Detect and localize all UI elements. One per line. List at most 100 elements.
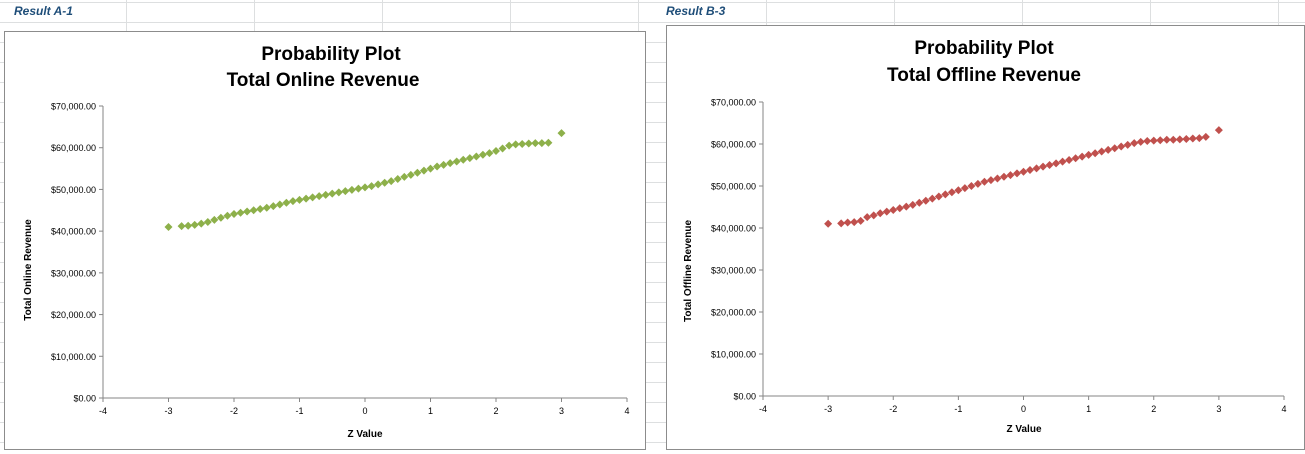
data-point	[856, 216, 865, 225]
data-point	[1136, 137, 1145, 146]
data-point	[465, 154, 474, 163]
data-point	[223, 211, 232, 220]
data-point	[505, 141, 514, 150]
y-tick-label: $20,000.00	[51, 310, 96, 320]
data-point	[164, 222, 173, 231]
data-point	[177, 222, 186, 231]
data-point	[315, 192, 324, 201]
data-point	[1058, 157, 1067, 166]
data-point	[459, 155, 468, 164]
y-tick-label: $70,000.00	[711, 98, 756, 108]
y-tick-label: $30,000.00	[711, 266, 756, 276]
data-point	[1123, 140, 1132, 149]
data-point	[837, 219, 846, 228]
data-point	[1149, 136, 1158, 145]
data-point	[419, 166, 428, 175]
y-tick-label: $30,000.00	[51, 268, 96, 278]
data-point	[928, 194, 937, 203]
data-point	[275, 200, 284, 209]
data-point	[478, 150, 487, 159]
x-tick-label: 0	[1021, 404, 1026, 414]
data-point	[1162, 135, 1171, 144]
data-point	[1006, 171, 1015, 180]
data-point	[882, 207, 891, 216]
data-point	[934, 192, 943, 201]
sheet-label-result-b: Result B-3	[666, 4, 726, 18]
data-point	[367, 182, 376, 191]
y-tick-label: $40,000.00	[711, 224, 756, 234]
data-point	[973, 179, 982, 188]
data-point	[302, 194, 311, 203]
x-tick-label: -4	[759, 404, 767, 414]
data-point	[1084, 150, 1093, 159]
data-point	[889, 205, 898, 214]
x-tick-label: 2	[493, 406, 498, 416]
data-point	[216, 213, 225, 222]
chart-title: Probability Plot	[261, 44, 401, 65]
probability-plot-offline: Probability Plot Total Offline Revenue Z…	[683, 38, 1287, 435]
data-point	[406, 170, 415, 179]
data-point	[361, 183, 369, 192]
data-point	[1032, 164, 1041, 173]
data-point	[1195, 134, 1204, 143]
x-tick-label: -3	[824, 404, 832, 414]
data-point	[498, 144, 507, 153]
data-point	[941, 190, 950, 199]
data-point	[341, 187, 350, 196]
data-point	[328, 189, 337, 198]
x-tick-label: -4	[99, 406, 107, 416]
x-tick-label: 3	[559, 406, 564, 416]
y-tick-label: $60,000.00	[711, 140, 756, 150]
data-point	[249, 206, 258, 215]
data-point	[452, 157, 461, 166]
y-tick-label: $0.00	[733, 392, 756, 402]
data-point	[269, 202, 278, 211]
data-point	[967, 182, 976, 190]
x-tick-label: 4	[624, 406, 629, 416]
data-point	[321, 190, 330, 199]
y-tick-label: $10,000.00	[711, 350, 756, 360]
data-points-group	[824, 126, 1223, 228]
data-point	[387, 177, 396, 186]
data-point	[1156, 136, 1165, 145]
data-point	[895, 204, 904, 213]
data-point	[334, 188, 343, 197]
data-point	[1188, 134, 1197, 143]
data-point	[557, 129, 566, 138]
data-point	[308, 193, 317, 202]
data-point	[511, 140, 520, 149]
data-point	[210, 215, 219, 224]
y-tick-label: $20,000.00	[711, 308, 756, 318]
data-point	[347, 185, 356, 194]
x-axis-title: Z Value	[1006, 424, 1041, 435]
data-point	[184, 221, 193, 230]
data-point	[439, 160, 448, 169]
x-tick-label: -2	[889, 404, 897, 414]
data-point	[288, 197, 297, 206]
data-point	[850, 218, 859, 227]
tick-labels-group: $0.00 $10,000.00 $20,000.00 $30,000.00 $40,0…	[51, 102, 630, 417]
x-tick-label: 3	[1216, 404, 1221, 414]
data-point	[1019, 167, 1028, 176]
data-point	[446, 159, 455, 168]
x-tick-label: 2	[1151, 404, 1156, 414]
data-point	[230, 210, 238, 219]
chart-area-online[interactable]: Probability Plot Total Online Revenue Z …	[4, 31, 646, 450]
data-point	[1169, 135, 1178, 144]
data-point	[295, 195, 304, 204]
probability-plot-online: Probability Plot Total Online Revenue Z …	[23, 44, 630, 440]
x-tick-label: -1	[295, 406, 303, 416]
data-point	[1104, 145, 1113, 154]
data-point	[1097, 147, 1106, 156]
x-tick-label: 0	[362, 406, 367, 416]
data-point	[1143, 137, 1152, 146]
chart-subtitle: Total Online Revenue	[227, 70, 420, 91]
chart-area-offline[interactable]: Probability Plot Total Offline Revenue Z…	[666, 25, 1305, 450]
data-point	[1039, 162, 1048, 171]
data-point	[1026, 166, 1035, 175]
y-axis-title: Total Online Revenue	[23, 219, 34, 321]
y-tick-label: $60,000.00	[51, 143, 96, 153]
data-points-group	[164, 129, 566, 231]
data-point	[993, 174, 1002, 183]
x-tick-label: -3	[164, 406, 172, 416]
